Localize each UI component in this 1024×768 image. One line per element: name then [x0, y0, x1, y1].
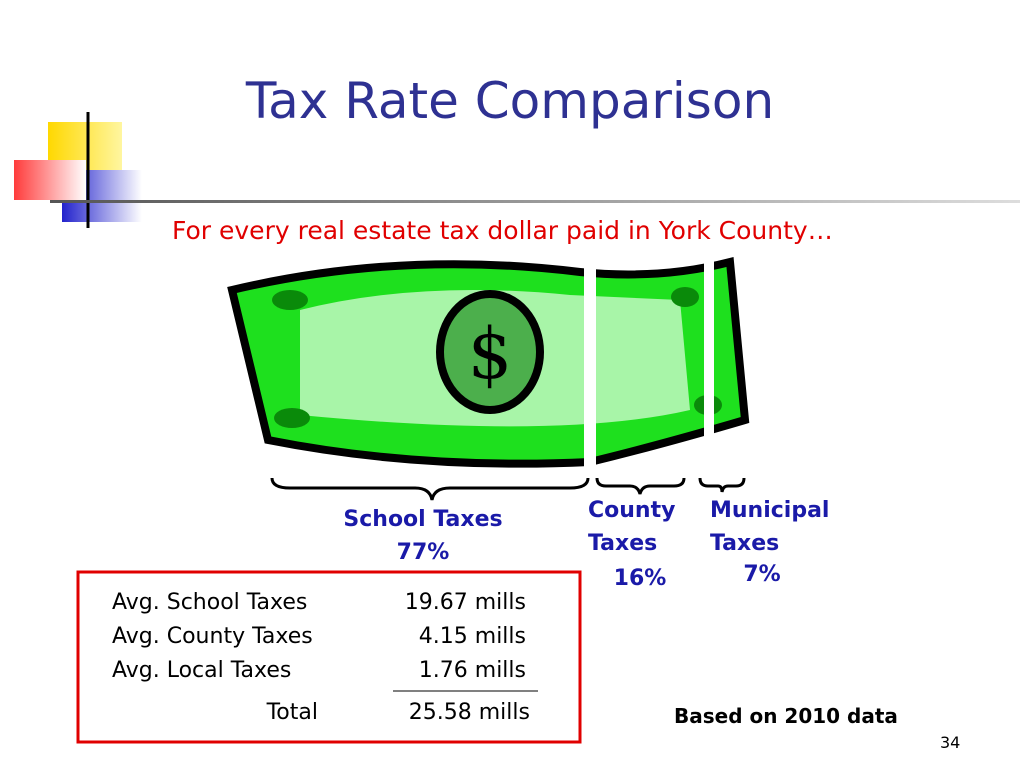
table-box [76, 570, 582, 744]
table-label: Avg. Local Taxes [112, 658, 292, 683]
total-label: Total [266, 700, 318, 725]
subtitle: For every real estate tax dollar paid in… [172, 216, 833, 245]
share-percent: 7% [743, 562, 781, 587]
table-label: Avg. School Taxes [112, 590, 308, 615]
footnote: Based on 2010 data [674, 704, 898, 728]
share-percent: 77% [396, 540, 450, 565]
table-value: 19.67 mills [404, 590, 526, 615]
dollar-bill: $ [227, 250, 750, 470]
share-label: Municipal Taxes [710, 498, 830, 556]
svg-text:$: $ [468, 313, 513, 395]
title: Tax Rate Comparison [245, 72, 775, 130]
table-label: Avg. County Taxes [112, 624, 313, 649]
table-value: 1.76 mills [418, 658, 526, 683]
share-percent: 16% [613, 566, 667, 591]
braces [270, 477, 746, 501]
page-number: 34 [940, 733, 961, 752]
share-label: County Taxes [588, 498, 676, 556]
total-value: 25.58 mills [408, 700, 530, 725]
table-value: 4.15 mills [418, 624, 526, 649]
share-label: School Taxes [343, 507, 503, 532]
